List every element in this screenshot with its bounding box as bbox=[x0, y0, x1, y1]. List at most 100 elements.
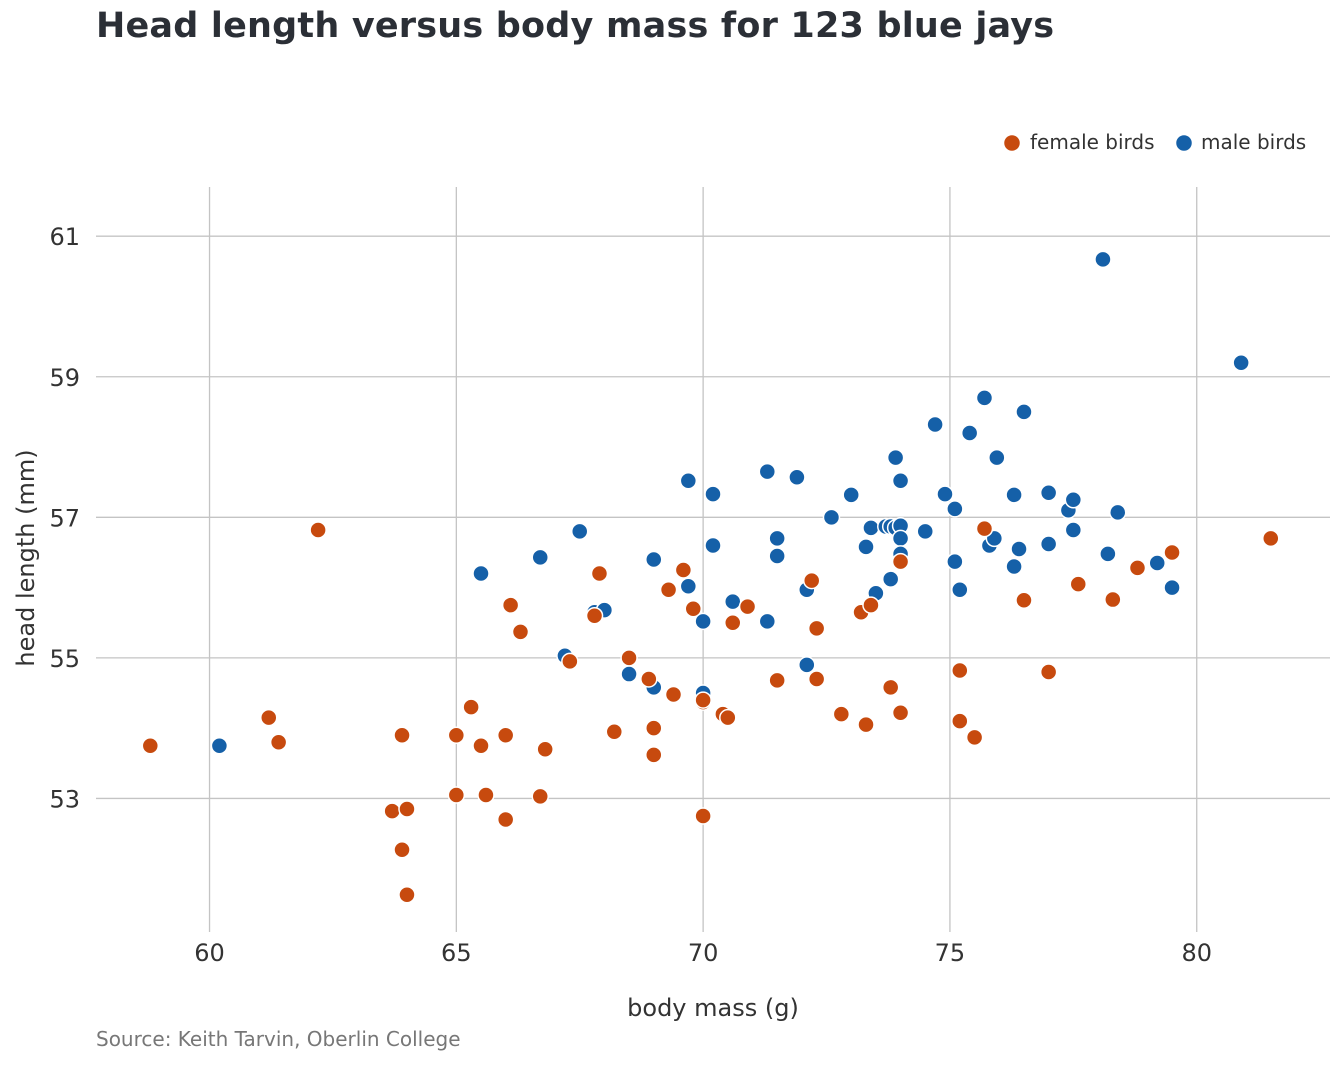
data-point-female bbox=[694, 691, 712, 709]
data-point-male bbox=[1094, 250, 1112, 269]
data-point-male bbox=[822, 508, 841, 527]
data-point-male bbox=[645, 550, 663, 569]
data-point-female bbox=[891, 703, 910, 722]
data-point-female bbox=[881, 678, 900, 697]
data-point-male bbox=[1039, 483, 1058, 502]
data-point-male bbox=[842, 486, 860, 504]
data-point-female bbox=[768, 671, 786, 690]
data-point-female bbox=[1015, 591, 1033, 610]
data-point-female bbox=[832, 705, 851, 723]
legend-label-male: male birds bbox=[1201, 130, 1306, 154]
chart-title: Head length versus body mass for 123 blu… bbox=[96, 6, 1055, 46]
data-point-female bbox=[269, 733, 288, 751]
x-tick-label: 80 bbox=[1181, 939, 1212, 967]
data-point-female bbox=[309, 521, 327, 539]
data-point-male bbox=[210, 737, 229, 755]
series-male bbox=[210, 250, 1250, 755]
data-point-male bbox=[1232, 353, 1250, 372]
data-point-male bbox=[975, 389, 994, 407]
data-point-female bbox=[664, 685, 683, 704]
data-point-female bbox=[398, 800, 416, 818]
y-tick-label: 61 bbox=[49, 223, 80, 251]
data-point-male bbox=[1005, 486, 1023, 504]
data-point-male bbox=[694, 612, 712, 631]
data-point-male bbox=[891, 529, 910, 548]
data-point-male bbox=[531, 548, 549, 567]
legend-swatch-male-dot bbox=[1174, 133, 1194, 153]
data-point-female bbox=[447, 786, 466, 804]
grid-lines bbox=[96, 187, 1330, 932]
data-point-female bbox=[472, 737, 490, 755]
data-point-male bbox=[960, 424, 979, 442]
legend-item-male: male birds bbox=[1174, 130, 1306, 154]
data-point-female bbox=[605, 722, 624, 741]
y-tick-label: 53 bbox=[49, 785, 80, 813]
data-point-female bbox=[684, 599, 703, 618]
data-point-male bbox=[881, 570, 900, 588]
data-point-male bbox=[1005, 557, 1023, 576]
data-point-female bbox=[531, 787, 549, 806]
data-point-female bbox=[511, 623, 530, 641]
legend-swatch-female-dot bbox=[1002, 133, 1022, 153]
y-axis-title: head length (mm) bbox=[12, 449, 40, 666]
series-female bbox=[141, 519, 1280, 904]
data-point-male bbox=[1148, 554, 1166, 572]
data-points bbox=[141, 250, 1280, 904]
data-point-female bbox=[659, 580, 678, 599]
data-point-male bbox=[1064, 491, 1083, 509]
data-point-female bbox=[398, 886, 416, 904]
data-point-male bbox=[679, 472, 698, 490]
data-point-male bbox=[1109, 503, 1127, 522]
y-tick-label: 59 bbox=[49, 364, 80, 392]
data-point-male bbox=[1099, 545, 1117, 563]
data-point-female bbox=[393, 841, 411, 859]
data-point-male bbox=[1064, 521, 1083, 539]
data-point-female bbox=[738, 597, 757, 616]
data-point-female bbox=[674, 561, 693, 579]
data-point-female bbox=[496, 810, 515, 829]
x-axis-title: body mass (g) bbox=[627, 994, 799, 1022]
data-point-female bbox=[802, 571, 821, 590]
data-point-male bbox=[936, 485, 954, 503]
data-point-male bbox=[679, 577, 698, 595]
x-tick-label: 70 bbox=[688, 939, 719, 967]
data-point-male bbox=[951, 580, 969, 599]
data-point-female bbox=[496, 726, 515, 744]
data-point-male bbox=[988, 448, 1006, 467]
data-point-female bbox=[477, 786, 495, 804]
data-point-female bbox=[561, 652, 579, 671]
data-point-male bbox=[788, 468, 806, 487]
data-point-female bbox=[1069, 575, 1088, 593]
data-point-female bbox=[1039, 663, 1058, 681]
data-point-male bbox=[891, 472, 910, 490]
data-point-female bbox=[141, 737, 160, 755]
data-point-female bbox=[807, 619, 826, 638]
data-point-male bbox=[946, 500, 964, 518]
data-point-male bbox=[1163, 578, 1181, 597]
data-point-male bbox=[704, 485, 722, 503]
data-point-female bbox=[393, 726, 411, 744]
legend-item-female: female birds bbox=[1002, 130, 1155, 154]
data-point-male bbox=[916, 522, 934, 541]
data-point-male bbox=[768, 547, 786, 565]
y-tick-label: 55 bbox=[49, 645, 80, 673]
data-point-male bbox=[570, 522, 589, 541]
data-point-female bbox=[694, 807, 712, 825]
data-point-female bbox=[951, 661, 969, 680]
data-point-female bbox=[862, 596, 880, 614]
data-point-male bbox=[798, 656, 816, 674]
data-point-female bbox=[965, 728, 984, 747]
data-point-female bbox=[891, 552, 910, 571]
data-point-female bbox=[719, 708, 737, 727]
data-point-male bbox=[1039, 535, 1058, 553]
data-point-male bbox=[704, 536, 722, 555]
data-point-female bbox=[585, 606, 604, 625]
data-point-female bbox=[645, 719, 663, 737]
data-point-female bbox=[590, 564, 609, 583]
data-point-male bbox=[723, 592, 742, 611]
data-point-female bbox=[462, 698, 480, 716]
data-point-female bbox=[1262, 529, 1280, 548]
data-point-male bbox=[472, 564, 490, 583]
x-axis-ticks: 60 65 70 75 80 bbox=[194, 939, 1212, 967]
